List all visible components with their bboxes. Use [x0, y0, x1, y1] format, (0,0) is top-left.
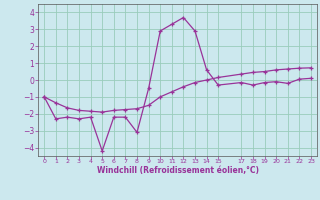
- X-axis label: Windchill (Refroidissement éolien,°C): Windchill (Refroidissement éolien,°C): [97, 166, 259, 175]
